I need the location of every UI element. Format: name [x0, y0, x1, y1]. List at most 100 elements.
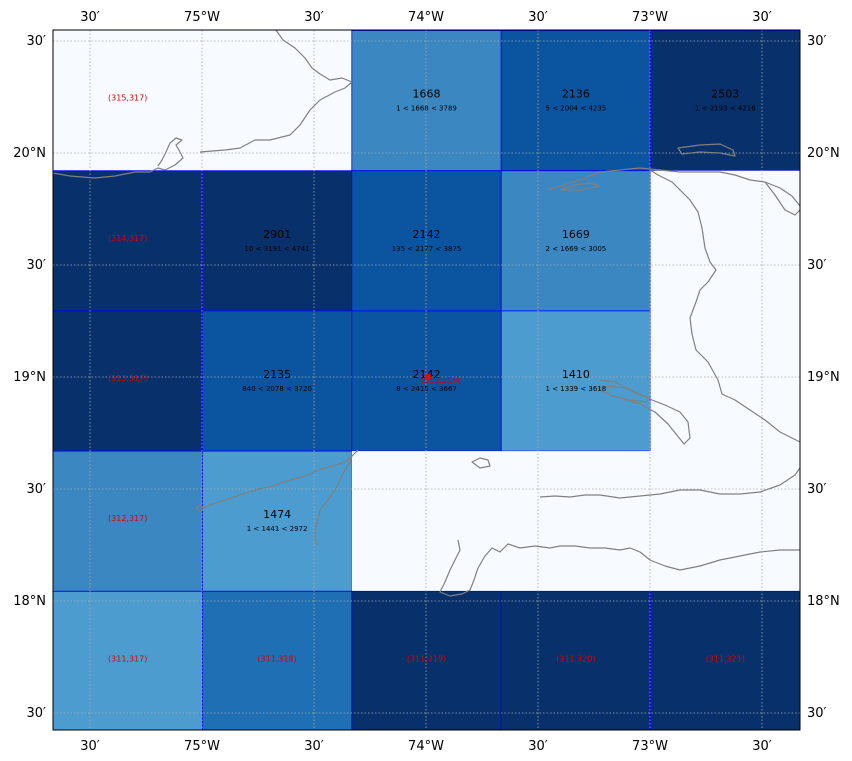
- lon-tick-label: 75°W: [184, 739, 220, 754]
- cell-value: 1668: [413, 88, 441, 101]
- cell-value: 1669: [562, 228, 590, 241]
- grid-cell: [201, 310, 353, 452]
- cell-id-label: (311,317): [108, 654, 147, 663]
- cell-id-label: (311,319): [407, 654, 446, 663]
- axis-top-labels: 30′ 75°W 30′ 74°W 30′ 73°W 30′: [80, 10, 772, 25]
- cell-value: 1474: [263, 508, 291, 521]
- coastline-tortuga: [559, 182, 601, 191]
- cell-value: 2901: [263, 228, 291, 241]
- cell-range: 8 < 2415 < 3667: [396, 385, 457, 393]
- lat-tick-label: 30′: [27, 482, 47, 497]
- lat-tick-label: 30′: [27, 706, 47, 721]
- lon-tick-label: 74°W: [408, 739, 444, 754]
- grid-cell: [500, 590, 652, 730]
- grid-cell: [500, 310, 652, 452]
- lat-tick-label: 20°N: [807, 146, 840, 161]
- cell-id-label: (314,317): [108, 234, 147, 243]
- grid-cell: [351, 170, 502, 312]
- grid-cell: [650, 170, 800, 311]
- coastline-islet: [471, 457, 491, 469]
- cell-value: 2135: [263, 368, 291, 381]
- coastline-islet-small: [195, 504, 205, 513]
- grid-cell: [53, 450, 203, 592]
- grid-cells: [53, 30, 800, 730]
- grid-cell: [202, 30, 352, 171]
- grid-cell: [351, 451, 502, 592]
- graticule: [53, 30, 800, 730]
- lat-tick-label: 30′: [27, 258, 47, 273]
- cell-id-label: (311,320): [556, 654, 595, 663]
- grid-cell: [650, 590, 800, 730]
- lon-tick-label: 73°W: [632, 739, 668, 754]
- lon-tick-label: 30′: [80, 739, 100, 754]
- location-marker: [424, 373, 432, 381]
- cell-range: 1 < 1441 < 2972: [247, 525, 308, 533]
- cell-id-label: (311,318): [257, 654, 296, 663]
- cell-labels: (315,317) 1668 1 < 1668 < 3789 2136 5 < 2004…: [108, 88, 756, 664]
- axis-left-labels: 30′ 20°N 30′ 19°N 30′ 18°N 30′: [13, 34, 46, 721]
- axis-right-labels: 30′ 20°N 30′ 19°N 30′ 18°N 30′: [807, 34, 840, 721]
- cell-value: 2142: [413, 228, 441, 241]
- lon-tick-label: 73°W: [632, 10, 668, 25]
- lon-tick-label: 30′: [80, 10, 100, 25]
- location-marker-dot: [424, 373, 432, 381]
- cell-range: 10 < 3191 < 4741: [245, 245, 310, 253]
- cell-id-label: (311,321): [706, 654, 745, 663]
- cell-range: 135 < 2177 < 3875: [392, 245, 462, 253]
- grid-cell: [53, 170, 203, 312]
- coastline-gulf-gonave: [599, 379, 691, 445]
- coastline-inagua: [677, 143, 736, 157]
- plot-frame: [52, 29, 801, 731]
- axis-bottom-labels: 30′ 75°W 30′ 74°W 30′ 73°W 30′: [80, 739, 772, 754]
- cell-range: 1 < 1339 < 3618: [546, 385, 607, 393]
- cell-id-label: (312,317): [108, 514, 147, 523]
- cell-value: 2503: [711, 88, 739, 101]
- lon-tick-label: 30′: [528, 739, 548, 754]
- cell-range: 840 < 2078 < 3720: [242, 385, 312, 393]
- lat-tick-label: 18°N: [13, 594, 46, 609]
- coastline-haiti-south: [539, 467, 800, 499]
- grid-cell: [201, 170, 353, 312]
- coastlines: [53, 30, 800, 597]
- lat-tick-label: 30′: [807, 34, 827, 49]
- grid-cell: [351, 590, 502, 730]
- grid-cell: [351, 310, 502, 452]
- grid-cell: [201, 590, 353, 730]
- coastline-dominican: [764, 181, 800, 216]
- lat-tick-label: 30′: [27, 34, 47, 49]
- cell-range: 1 < 2193 < 4216: [695, 105, 756, 113]
- grid-cell: [53, 310, 203, 452]
- lat-tick-label: 30′: [807, 482, 827, 497]
- grid-cell: [501, 451, 651, 592]
- cell-range: 2 < 1669 < 3005: [546, 245, 607, 253]
- lon-tick-label: 30′: [528, 10, 548, 25]
- lat-tick-label: 20°N: [13, 146, 46, 161]
- cell-value: 2136: [562, 88, 590, 101]
- grid-cell: [53, 590, 203, 730]
- lon-tick-label: 75°W: [184, 10, 220, 25]
- coastline-jamaica: [201, 449, 359, 546]
- grid-cell: [650, 451, 800, 592]
- lon-tick-label: 74°W: [408, 10, 444, 25]
- cell-id-label: (313,319): [421, 376, 460, 385]
- lat-tick-label: 19°N: [807, 370, 840, 385]
- coastline-cuba: [53, 30, 353, 179]
- cell-range: 5 < 2004 < 4235: [546, 105, 607, 113]
- lon-tick-label: 30′: [752, 10, 772, 25]
- cell-id-label: (313,317): [108, 374, 147, 383]
- lat-tick-label: 30′: [807, 258, 827, 273]
- grid-cell: [500, 30, 652, 172]
- coastline-hispaniola-north: [547, 167, 800, 207]
- lon-tick-label: 30′: [752, 739, 772, 754]
- coastline-haiti-south-coast: [439, 539, 800, 597]
- lon-tick-label: 30′: [304, 739, 324, 754]
- lat-tick-label: 19°N: [13, 370, 46, 385]
- coastline-gonave: [597, 385, 651, 403]
- cell-value: 1410: [562, 368, 590, 381]
- cell-id-label: (315,317): [108, 94, 147, 103]
- coastline-haiti-west: [649, 169, 800, 443]
- cell-range: 1 < 1668 < 3789: [396, 105, 457, 113]
- lon-tick-label: 30′: [304, 10, 324, 25]
- lat-tick-label: 18°N: [807, 594, 840, 609]
